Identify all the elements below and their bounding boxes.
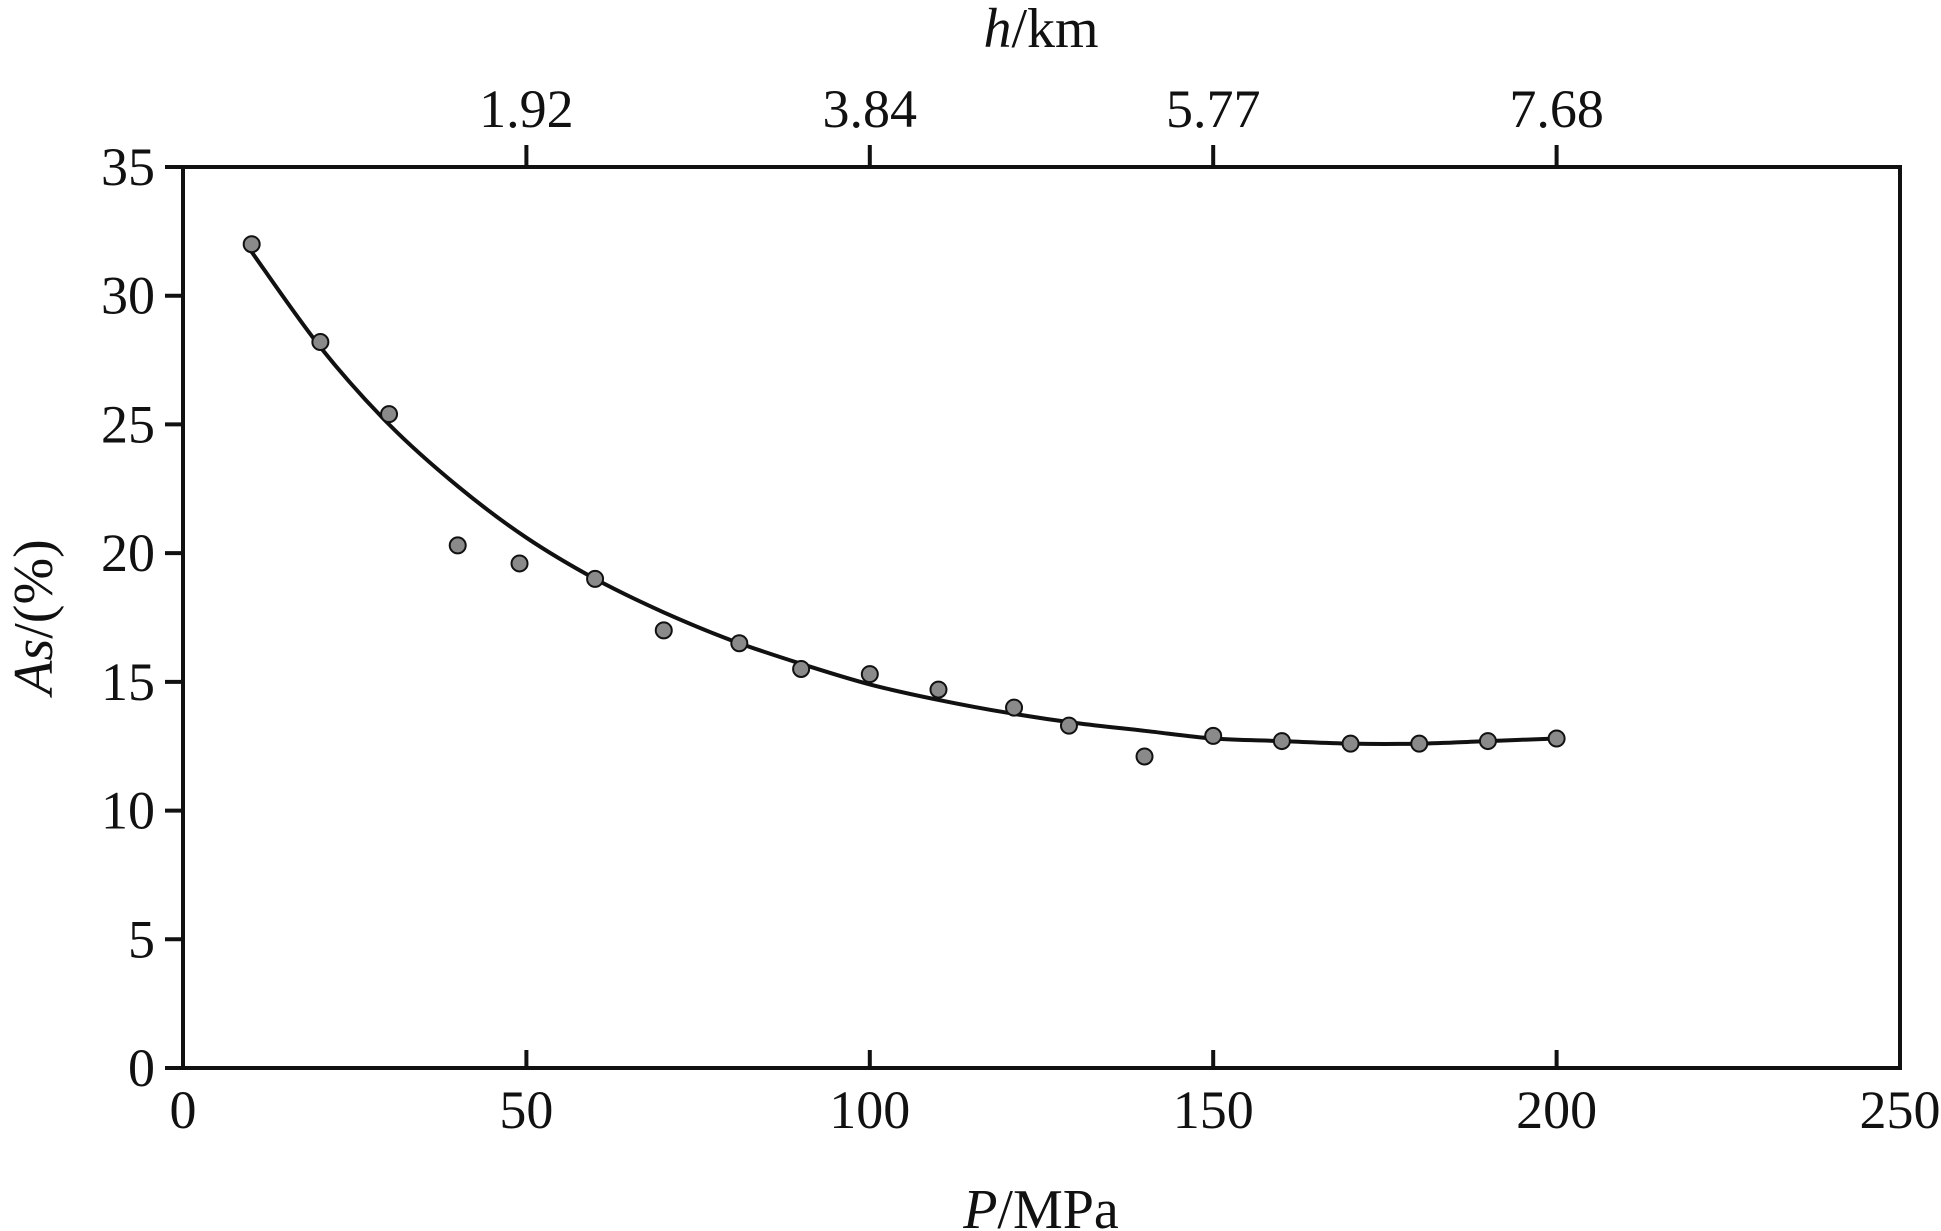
data-point (1410, 734, 1429, 753)
y-tick-label: 35 (101, 137, 155, 197)
data-point (242, 235, 261, 254)
data-point (510, 554, 529, 573)
data-point (792, 659, 811, 678)
x-tick-label: 200 (1516, 1080, 1597, 1140)
y-tick-label: 5 (128, 909, 155, 969)
data-point (1478, 732, 1497, 751)
data-point (380, 405, 399, 424)
data-point (586, 569, 605, 588)
top-axis-title-unit: /km (1011, 0, 1098, 60)
data-point (1547, 729, 1566, 748)
top-tick-label: 3.84 (823, 79, 918, 139)
y-tick-label: 0 (128, 1038, 155, 1098)
top-axis-title-var: h (983, 0, 1011, 60)
top-axis-title: h/km (983, 0, 1098, 60)
x-tick-label: 50 (499, 1080, 553, 1140)
y-axis-title: As/(%) (3, 539, 65, 699)
fit-curve (250, 250, 1557, 746)
data-point (448, 536, 467, 555)
y-tick-label: 20 (101, 523, 155, 583)
top-tick-label: 7.68 (1509, 79, 1604, 139)
x-axis-ticks: 0 50 100 150 200 250 (170, 1050, 1941, 1140)
data-point (654, 621, 673, 640)
data-points (242, 235, 1566, 766)
data-point (860, 665, 879, 684)
top-axis-ticks: 1.92 3.84 5.77 7.68 (479, 79, 1604, 167)
data-point (929, 680, 948, 699)
y-axis-ticks: 0 5 10 15 20 25 30 35 (101, 137, 183, 1098)
top-tick-label: 1.92 (479, 79, 574, 139)
x-tick-label: 250 (1860, 1080, 1941, 1140)
data-point (1204, 726, 1223, 745)
x-tick-label: 150 (1173, 1080, 1254, 1140)
x-tick-label: 0 (170, 1080, 197, 1140)
x-tick-label: 100 (829, 1080, 910, 1140)
data-point (1341, 734, 1360, 753)
data-point (1135, 747, 1154, 766)
data-point (1059, 716, 1078, 735)
y-tick-label: 10 (101, 781, 155, 841)
plot-frame (181, 165, 1902, 1070)
y-tick-label: 25 (101, 394, 155, 454)
data-point (311, 333, 330, 352)
data-point (1005, 698, 1024, 717)
x-axis-title-var: P (962, 1179, 997, 1231)
top-tick-label: 5.77 (1166, 79, 1261, 139)
y-axis-title-var: As (3, 639, 65, 699)
data-point (1272, 732, 1291, 751)
y-axis-title-unit: /(%) (3, 539, 65, 639)
x-axis-title-unit: /MPa (997, 1179, 1118, 1231)
data-point (730, 634, 749, 653)
y-tick-label: 15 (101, 652, 155, 712)
x-axis-title: P/MPa (962, 1179, 1119, 1231)
y-tick-label: 30 (101, 266, 155, 326)
